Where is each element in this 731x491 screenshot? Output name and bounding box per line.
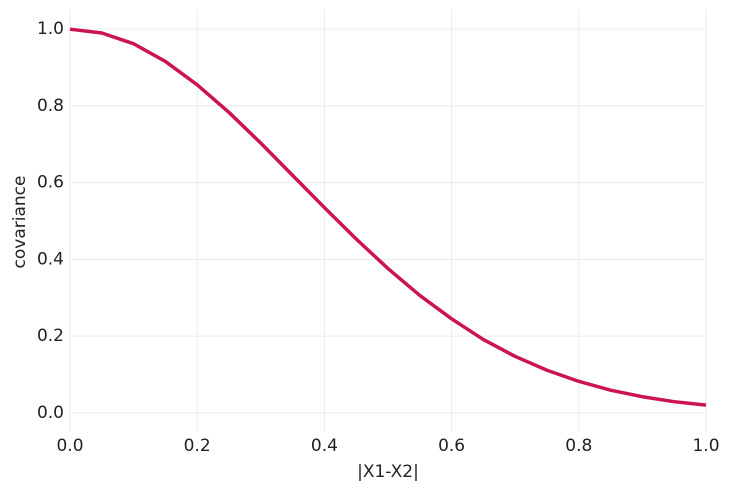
line (69, 27, 707, 407)
x-tick-label: 1.0 (692, 436, 719, 456)
x-axis-label: |X1-X2| (357, 462, 419, 482)
y-tick-label: 0.2 (37, 326, 64, 346)
x-tick-label: 0.0 (56, 436, 83, 456)
y-tick-label: 0.4 (37, 249, 64, 269)
x-tick-label: 0.6 (438, 436, 465, 456)
x-tick-label: 0.2 (184, 436, 211, 456)
y-tick-label: 0.8 (37, 96, 64, 116)
y-tick-label: 0.0 (37, 403, 64, 423)
x-tick-label: 0.4 (311, 436, 338, 456)
y-axis-label: covariance (10, 176, 30, 269)
x-tick-label: 0.8 (565, 436, 592, 456)
y-tick-label: 1.0 (37, 19, 64, 39)
y-tick-label: 0.6 (37, 173, 64, 193)
